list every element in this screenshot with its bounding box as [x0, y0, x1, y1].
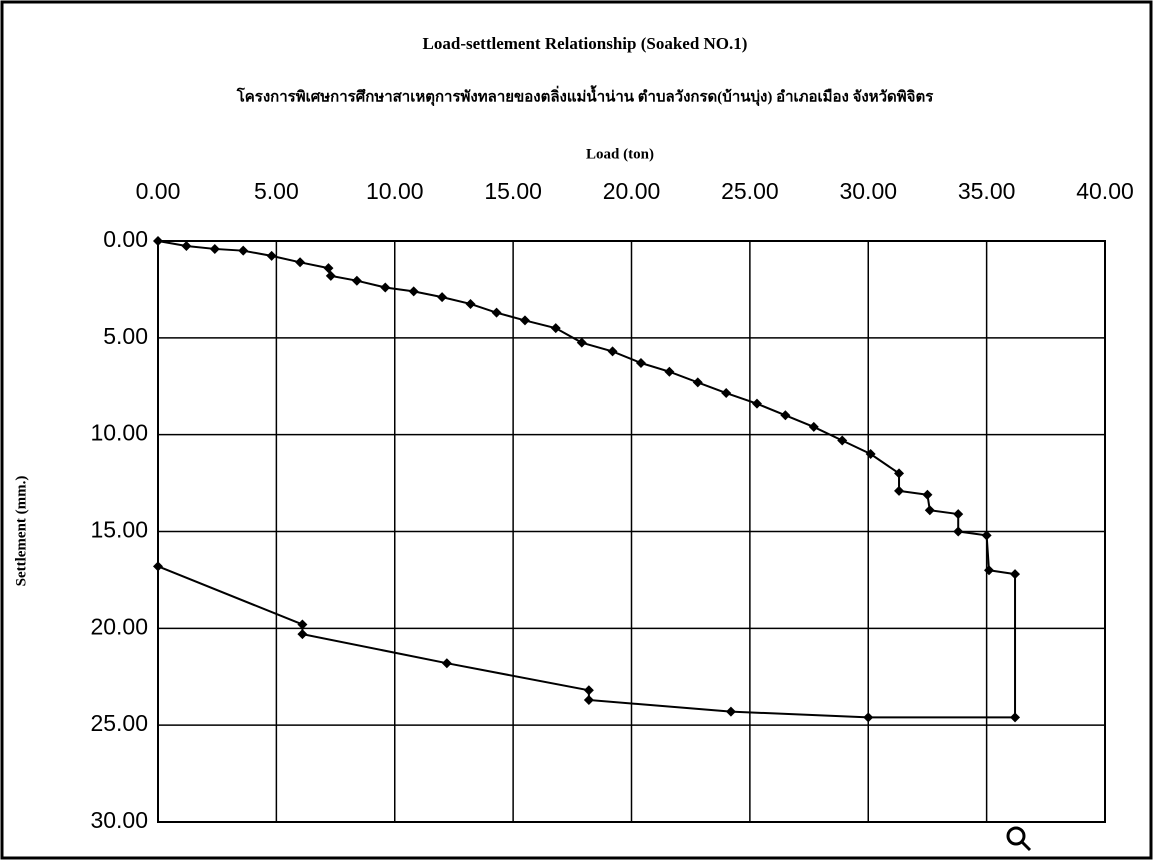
data-point: [1010, 569, 1020, 579]
x-tick-label: 5.00: [254, 178, 299, 204]
chart-subtitle: โครงการพิเศษการศึกษาสาเหตุการพังทลายของต…: [236, 84, 935, 106]
data-point: [584, 685, 594, 695]
data-point: [153, 561, 163, 571]
x-tick-label: 25.00: [721, 178, 779, 204]
data-point: [297, 629, 307, 639]
data-point: [551, 323, 561, 333]
chart: Load-settlement Relationship (Soaked NO.…: [0, 0, 1153, 860]
data-point: [953, 527, 963, 537]
data-point: [953, 509, 963, 519]
y-tick-label: 15.00: [90, 517, 148, 543]
data-point: [442, 658, 452, 668]
x-tick-label: 15.00: [484, 178, 542, 204]
x-tick-label: 40.00: [1076, 178, 1134, 204]
data-point: [608, 346, 618, 356]
data-point: [584, 695, 594, 705]
data-point: [1010, 712, 1020, 722]
data-point: [267, 251, 277, 261]
data-point: [693, 377, 703, 387]
data-point: [466, 299, 476, 309]
zoom-icon: [1008, 828, 1030, 850]
data-point: [809, 422, 819, 432]
series-line: [158, 241, 1015, 717]
data-point: [153, 236, 163, 246]
data-point: [181, 241, 191, 251]
x-tick-label: 30.00: [839, 178, 897, 204]
data-point: [380, 282, 390, 292]
y-tick-label: 0.00: [103, 226, 148, 252]
data-point: [837, 435, 847, 445]
data-point: [409, 286, 419, 296]
data-point: [323, 263, 333, 273]
data-point: [863, 712, 873, 722]
y-tick-label: 20.00: [90, 613, 148, 639]
data-point: [352, 276, 362, 286]
data-point: [984, 565, 994, 575]
data-point: [437, 292, 447, 302]
data-point: [752, 399, 762, 409]
y-axis-label: Settlement (mm.): [13, 476, 29, 587]
data-point: [894, 486, 904, 496]
data-point: [295, 257, 305, 267]
x-tick-label: 20.00: [603, 178, 661, 204]
y-tick-label: 30.00: [90, 807, 148, 833]
data-point: [326, 271, 336, 281]
x-tick-label: 35.00: [958, 178, 1016, 204]
data-point: [922, 490, 932, 500]
data-point: [520, 315, 530, 325]
data-point: [210, 244, 220, 254]
data-point: [577, 338, 587, 348]
data-point: [925, 505, 935, 515]
data-point: [664, 367, 674, 377]
chart-title: Load-settlement Relationship (Soaked NO.…: [423, 34, 748, 53]
y-tick-label: 25.00: [90, 710, 148, 736]
frame: [2, 2, 1151, 858]
y-tick-label: 10.00: [90, 420, 148, 446]
data-point: [636, 358, 646, 368]
x-tick-label: 0.00: [136, 178, 181, 204]
data-point: [721, 388, 731, 398]
data-point: [238, 246, 248, 256]
data-point: [492, 308, 502, 318]
data-point: [780, 410, 790, 420]
data-point: [726, 707, 736, 717]
x-tick-label: 10.00: [366, 178, 424, 204]
x-axis-label: Load (ton): [586, 146, 654, 162]
y-tick-label: 5.00: [103, 323, 148, 349]
